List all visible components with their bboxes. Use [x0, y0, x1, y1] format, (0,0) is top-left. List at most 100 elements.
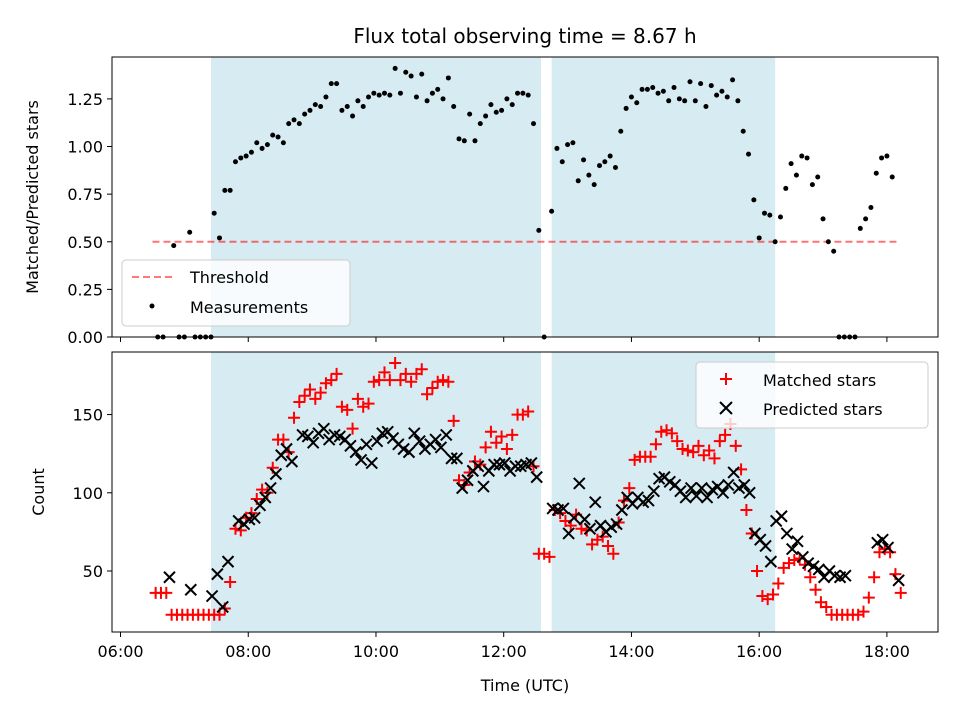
- measurement-point: [575, 178, 581, 184]
- predicted-point: [205, 589, 219, 603]
- measurement-point: [783, 185, 789, 191]
- matched-point: [314, 386, 327, 399]
- measurement-point: [381, 90, 387, 96]
- measurement-point: [761, 210, 767, 216]
- matched-point: [809, 583, 822, 596]
- measurement-point: [387, 92, 393, 98]
- x-tick-label: 12:00: [481, 642, 527, 661]
- x-tick-label: 16:00: [736, 642, 782, 661]
- measurement-point: [259, 145, 265, 151]
- measurement-point: [644, 86, 650, 92]
- measurement-point: [815, 174, 821, 180]
- figure-title: Flux total observing time = 8.67 h: [353, 24, 696, 48]
- measurement-point: [751, 197, 757, 203]
- predicted-point: [434, 441, 448, 454]
- measurement-point: [413, 94, 419, 100]
- predicted-point: [700, 491, 714, 504]
- predicted-point: [429, 433, 442, 446]
- matched-point: [389, 356, 402, 369]
- matched-point: [367, 375, 380, 388]
- matched-point: [325, 374, 338, 387]
- y-tick-label: 0.75: [67, 185, 103, 204]
- x-tick-label: 10:00: [353, 642, 399, 661]
- matched-point: [484, 425, 497, 438]
- bottom-axes-frame: [111, 351, 939, 633]
- matched-point: [495, 430, 508, 443]
- measurement-point: [307, 107, 313, 113]
- measurement-point: [296, 121, 302, 127]
- measurement-point: [772, 239, 778, 245]
- predicted-point: [317, 422, 331, 435]
- matched-point: [442, 375, 455, 388]
- matched-point: [607, 547, 620, 560]
- matched-point: [447, 414, 460, 427]
- bottom-ylabel: Count: [29, 468, 48, 516]
- predicted-point: [370, 434, 384, 448]
- predicted-point: [876, 533, 889, 546]
- matched-point: [415, 363, 428, 376]
- predicted-point: [642, 494, 655, 507]
- y-tick-label: 1.25: [67, 90, 103, 109]
- measurement-point: [509, 102, 515, 108]
- measurement-point: [187, 229, 193, 235]
- predicted-point: [306, 436, 320, 449]
- measurement-point: [171, 243, 177, 249]
- predicted-point: [440, 428, 453, 442]
- measurement-point: [692, 98, 698, 104]
- measurement-point: [344, 104, 350, 110]
- x-tick-label: 06:00: [97, 642, 143, 661]
- matched-point: [309, 392, 322, 405]
- measurement-point: [820, 216, 826, 222]
- shaded-interval: [551, 57, 776, 337]
- measurement-point: [767, 212, 773, 218]
- predicted-point: [679, 491, 692, 504]
- measurement-point: [312, 102, 318, 108]
- matched-point: [687, 446, 700, 459]
- top-legend: Threshold Measurements: [121, 259, 351, 327]
- measurement-point: [360, 104, 366, 110]
- top-ylabel: Matched/Predicted stars: [23, 100, 42, 294]
- measurement-point: [483, 113, 489, 119]
- measurement-point: [270, 132, 276, 138]
- x-tick-label: 08:00: [225, 642, 271, 661]
- measurement-point: [217, 235, 223, 241]
- predicted-point: [455, 481, 469, 495]
- matched-point: [868, 571, 881, 584]
- x-tick-label: 18:00: [864, 642, 910, 661]
- measurement-point: [477, 121, 483, 127]
- measurements-series: [155, 65, 895, 340]
- matched-point: [767, 588, 780, 601]
- matched-point: [298, 389, 311, 402]
- predicted-point: [477, 480, 490, 493]
- measurement-point: [570, 140, 576, 146]
- measurement-point: [740, 128, 746, 134]
- predicted-point: [408, 427, 421, 440]
- legend-measurements-label: Measurements: [190, 298, 308, 317]
- matched-point: [421, 388, 434, 401]
- measurement-point: [879, 155, 885, 161]
- measurement-point: [392, 65, 398, 71]
- y-tick-label: 100: [72, 484, 103, 503]
- matched-point: [383, 374, 396, 387]
- measurement-point: [520, 90, 526, 96]
- predicted-point: [892, 574, 905, 587]
- y-tick-label: 0.25: [67, 280, 103, 299]
- predicted-point: [445, 452, 458, 465]
- predicted-point: [360, 438, 373, 451]
- matched-point: [394, 374, 407, 387]
- measurement-point: [493, 109, 499, 115]
- legend-matched-marker: [720, 373, 732, 385]
- measurement-point: [719, 88, 725, 94]
- y-tick-label: 50: [83, 562, 103, 581]
- matched-point: [346, 422, 359, 435]
- predicted-point: [839, 569, 852, 582]
- matched-point: [543, 550, 556, 563]
- predicted-point: [695, 481, 708, 495]
- legend-measurements-marker: [149, 303, 155, 309]
- measurement-point: [254, 140, 260, 146]
- measurement-point: [243, 153, 249, 159]
- matched-point: [373, 374, 386, 387]
- predicted-point: [365, 456, 378, 470]
- measurement-point: [581, 157, 587, 163]
- measurement-point: [504, 96, 510, 102]
